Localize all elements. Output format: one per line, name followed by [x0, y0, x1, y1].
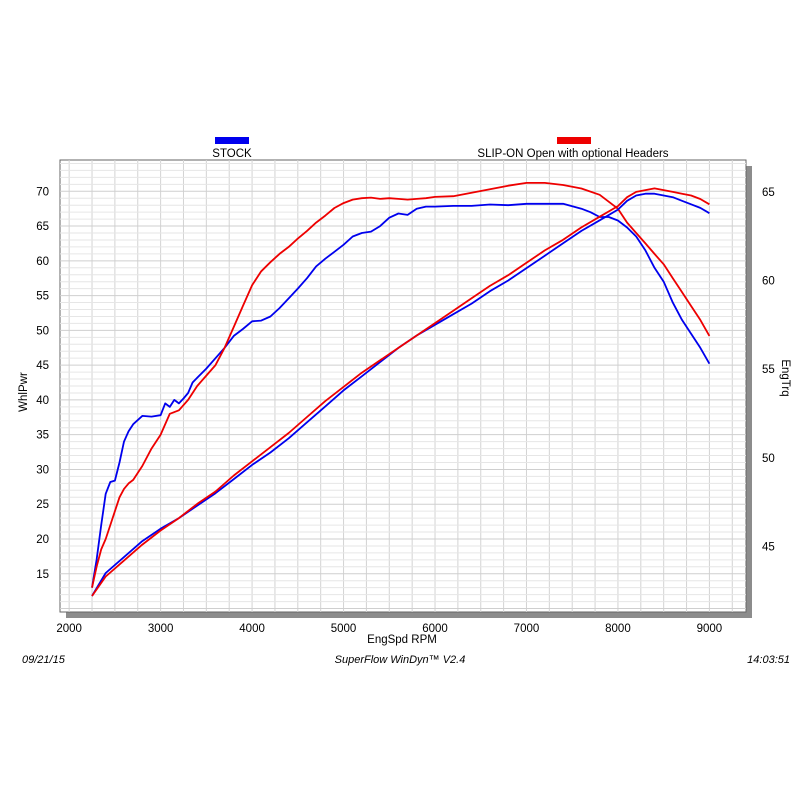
y-left-tick-label: 60	[36, 256, 49, 268]
y-left-tick-label: 20	[36, 534, 49, 546]
y-axis-left-label: WhlPwr	[18, 372, 30, 412]
y-left-tick-label: 65	[36, 221, 49, 233]
y-right-tick-label: 45	[762, 541, 775, 553]
y-right-tick-label: 50	[762, 453, 775, 465]
x-tick-label: 6000	[422, 623, 448, 635]
x-tick-label: 7000	[514, 623, 540, 635]
axis-ticks: 2000 3000 4000 5000 6000 7000 8000 9000 15 20 25 30…	[36, 186, 775, 635]
y-left-tick-label: 15	[36, 569, 49, 581]
y-left-tick-label: 30	[36, 464, 49, 476]
y-axis-right-label: EngTrq	[779, 359, 791, 396]
x-tick-label: 4000	[239, 623, 265, 635]
y-right-tick-label: 60	[762, 276, 775, 288]
legend-swatch-0	[215, 137, 249, 144]
x-tick-label: 8000	[605, 623, 631, 635]
footer-date: 09/21/15	[22, 654, 65, 666]
footer-software: SuperFlow WinDyn™ V2.4	[334, 654, 466, 666]
x-tick-label: 2000	[56, 623, 82, 635]
plot-series	[91, 181, 711, 597]
y-left-tick-label: 45	[36, 360, 49, 372]
legend-label-1: SLIP-ON Open with optional Headers	[477, 148, 668, 160]
legend-swatch-1	[557, 137, 591, 144]
x-axis-label: EngSpd RPM	[367, 634, 437, 646]
y-left-tick-label: 40	[36, 395, 49, 407]
legend-label-0: STOCK	[212, 148, 252, 160]
series-line-slipon-engtrq	[91, 187, 710, 597]
series-line-stock-engtrq	[91, 192, 710, 597]
y-right-tick-label: 55	[762, 364, 775, 376]
x-tick-label: 5000	[331, 623, 357, 635]
y-left-tick-label: 35	[36, 430, 49, 442]
y-left-tick-label: 55	[36, 291, 49, 303]
y-right-tick-label: 65	[762, 187, 775, 199]
y-left-tick-label: 70	[36, 186, 49, 198]
x-tick-label: 9000	[697, 623, 723, 635]
legend: STOCK SLIP-ON Open with optional Headers	[212, 137, 669, 160]
series-line-slipon-whlpwr	[91, 181, 711, 588]
x-tick-label: 3000	[148, 623, 174, 635]
y-left-tick-label: 50	[36, 325, 49, 337]
footer-time: 14:03:51	[747, 654, 790, 666]
y-left-tick-label: 25	[36, 499, 49, 511]
